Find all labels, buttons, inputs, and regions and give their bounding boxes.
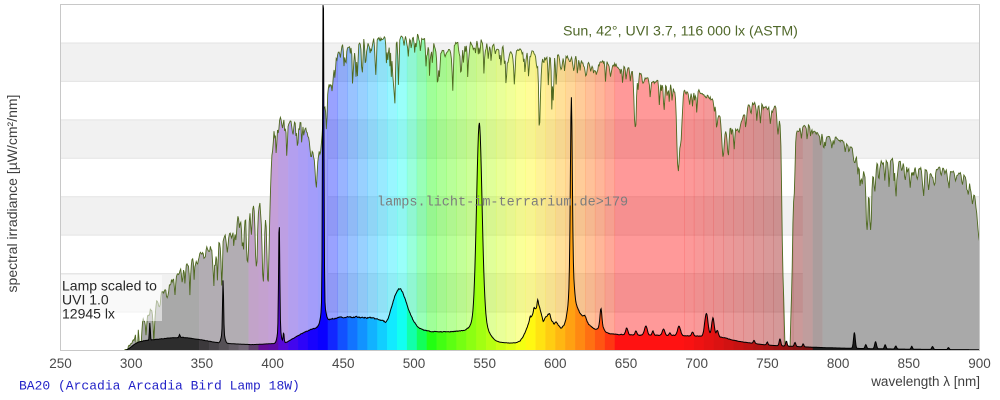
svg-text:700: 700 <box>685 356 708 371</box>
svg-text:550: 550 <box>473 356 496 371</box>
svg-text:800: 800 <box>827 356 850 371</box>
svg-text:300: 300 <box>120 356 143 371</box>
svg-text:750: 750 <box>756 356 779 371</box>
svg-text:600: 600 <box>544 356 567 371</box>
svg-text:350: 350 <box>191 356 214 371</box>
svg-text:UVI 1.0: UVI 1.0 <box>62 292 109 308</box>
svg-text:850: 850 <box>898 356 921 371</box>
svg-text:wavelength λ [nm]: wavelength λ [nm] <box>870 374 980 389</box>
svg-text:650: 650 <box>615 356 638 371</box>
svg-text:spectral irradiance [µW/cm²/nm: spectral irradiance [µW/cm²/nm] <box>4 95 20 293</box>
svg-text:250: 250 <box>49 356 72 371</box>
svg-text:12945 lx: 12945 lx <box>62 306 115 322</box>
svg-text:500: 500 <box>403 356 426 371</box>
svg-text:Lamp scaled to: Lamp scaled to <box>62 278 157 294</box>
svg-text:Sun, 42°, UVI 3.7, 116 000 lx: Sun, 42°, UVI 3.7, 116 000 lx (ASTM) <box>563 24 798 40</box>
svg-text:450: 450 <box>332 356 355 371</box>
svg-text:lamps.licht-im-terrarium.de>17: lamps.licht-im-terrarium.de>179 <box>377 196 628 211</box>
svg-text:BA20 (Arcadia Arcadia Bird Lam: BA20 (Arcadia Arcadia Bird Lamp 18W) <box>19 379 300 394</box>
svg-text:400: 400 <box>261 356 284 371</box>
svg-text:900: 900 <box>968 356 991 371</box>
